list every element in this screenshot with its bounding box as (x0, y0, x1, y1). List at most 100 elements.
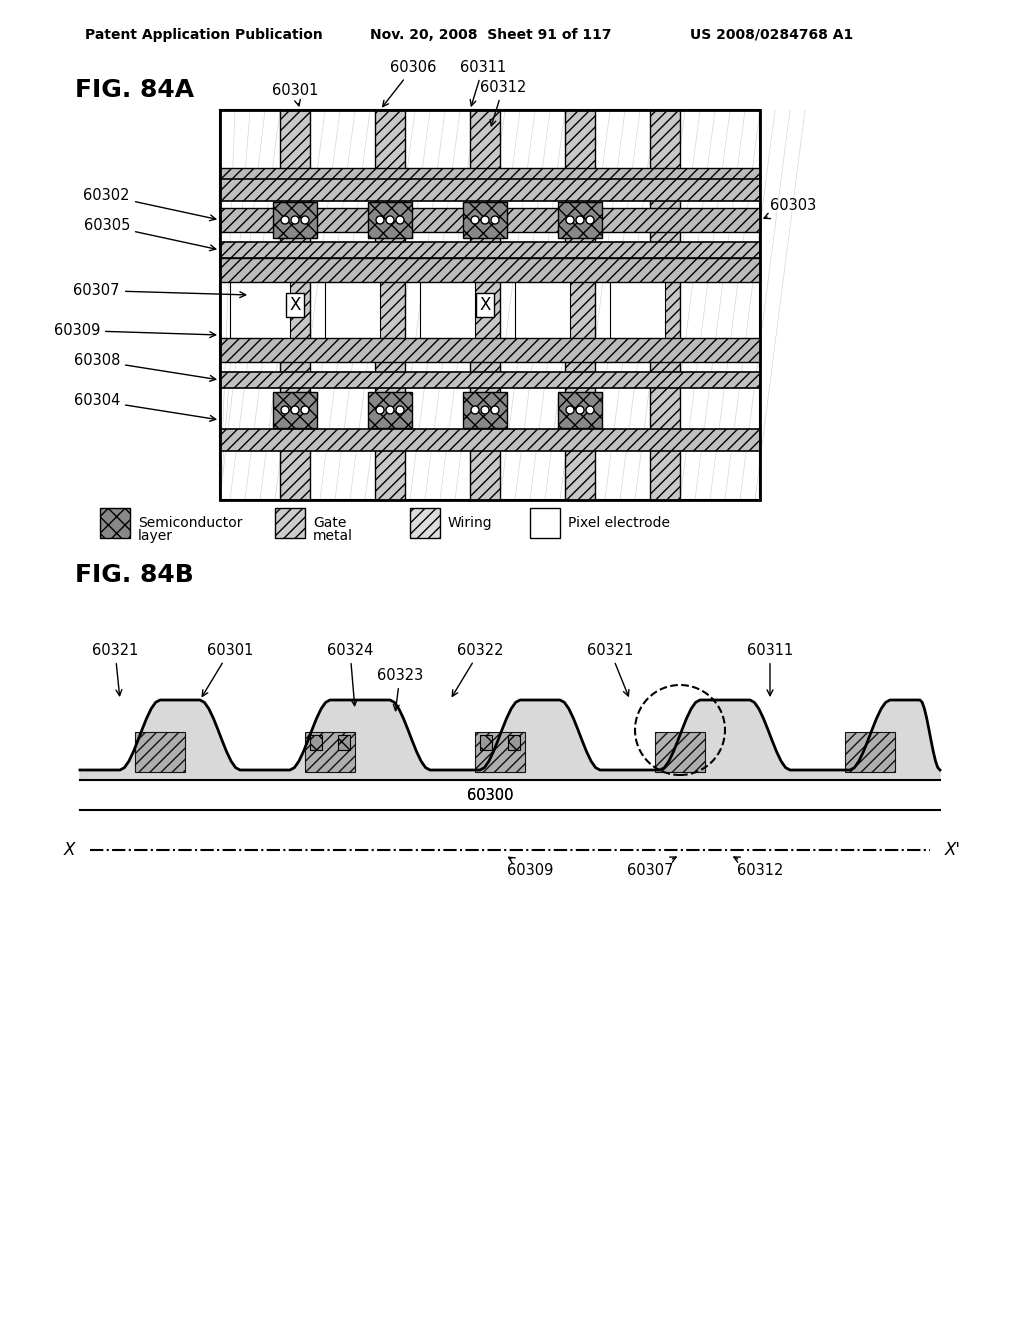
Text: X: X (479, 296, 490, 314)
Bar (558, 392, 602, 428)
Circle shape (481, 407, 489, 414)
Text: Patent Application Publication: Patent Application Publication (85, 28, 323, 42)
Bar (310, 735, 322, 750)
Bar (220, 110, 760, 500)
Circle shape (291, 407, 299, 414)
Bar (470, 110, 500, 500)
Circle shape (396, 216, 404, 224)
Text: FIG. 84B: FIG. 84B (75, 564, 194, 587)
Circle shape (490, 216, 499, 224)
Text: Nov. 20, 2008  Sheet 91 of 117: Nov. 20, 2008 Sheet 91 of 117 (370, 28, 611, 42)
Text: 60305: 60305 (84, 218, 216, 251)
Bar (325, 260, 380, 350)
Bar (368, 392, 412, 428)
Circle shape (301, 216, 309, 224)
Bar (463, 202, 507, 238)
Text: 60301: 60301 (271, 83, 318, 106)
Circle shape (376, 216, 384, 224)
Bar (305, 733, 355, 772)
Text: 60321: 60321 (587, 643, 633, 696)
Circle shape (586, 216, 594, 224)
Text: 60307: 60307 (74, 282, 246, 298)
Circle shape (471, 216, 479, 224)
Text: 60301: 60301 (203, 643, 253, 696)
Circle shape (471, 407, 479, 414)
Bar (273, 392, 317, 428)
Text: layer: layer (138, 529, 173, 543)
Text: 60312: 60312 (480, 81, 526, 125)
Text: 60306: 60306 (383, 59, 436, 107)
Circle shape (281, 407, 289, 414)
Circle shape (301, 407, 309, 414)
Bar (375, 110, 406, 500)
Circle shape (566, 407, 574, 414)
Text: X: X (63, 841, 75, 859)
Circle shape (575, 407, 584, 414)
Text: Wiring: Wiring (449, 516, 493, 531)
Bar (220, 180, 760, 201)
Text: 60303: 60303 (764, 198, 816, 219)
Text: Gate: Gate (313, 516, 346, 531)
Bar (508, 735, 520, 750)
Text: X': X' (945, 841, 961, 859)
Circle shape (291, 216, 299, 224)
Bar (220, 209, 760, 232)
Text: 60307: 60307 (627, 857, 676, 878)
Bar (420, 260, 475, 350)
Bar (845, 733, 895, 772)
Text: 60300: 60300 (467, 788, 513, 803)
Text: US 2008/0284768 A1: US 2008/0284768 A1 (690, 28, 853, 42)
Bar (220, 338, 760, 362)
Circle shape (566, 216, 574, 224)
Bar (655, 733, 705, 772)
Bar (230, 260, 290, 350)
Text: 60321: 60321 (92, 643, 138, 696)
Bar (220, 110, 760, 500)
Bar (220, 257, 760, 282)
Text: 60308: 60308 (74, 352, 216, 381)
Text: 60309: 60309 (507, 857, 553, 878)
Bar (280, 110, 310, 500)
Bar (273, 202, 317, 238)
Bar (135, 733, 185, 772)
Bar (338, 735, 350, 750)
Bar (558, 202, 602, 238)
Circle shape (481, 216, 489, 224)
Text: 60309: 60309 (53, 323, 216, 338)
Bar (220, 429, 760, 451)
Bar (610, 260, 665, 350)
Circle shape (575, 216, 584, 224)
Polygon shape (80, 700, 940, 780)
Circle shape (376, 407, 384, 414)
Bar (475, 733, 525, 772)
Text: 60312: 60312 (734, 857, 783, 878)
Circle shape (386, 216, 394, 224)
Circle shape (281, 216, 289, 224)
Text: 60322: 60322 (453, 643, 503, 696)
Bar (565, 110, 595, 500)
Text: 60311: 60311 (460, 59, 506, 106)
Text: 60300: 60300 (467, 788, 513, 803)
Text: 60323: 60323 (377, 668, 423, 710)
Text: 60302: 60302 (84, 187, 216, 220)
Bar (275, 508, 305, 539)
Bar (410, 508, 440, 539)
Text: metal: metal (313, 529, 353, 543)
Bar (220, 168, 760, 191)
Text: 60311: 60311 (746, 643, 794, 696)
Text: 60324: 60324 (327, 643, 373, 706)
Bar (650, 110, 680, 500)
Circle shape (490, 407, 499, 414)
Text: FIG. 84A: FIG. 84A (75, 78, 195, 102)
Bar (463, 392, 507, 428)
Text: Semiconductor: Semiconductor (138, 516, 243, 531)
Bar (515, 260, 570, 350)
Bar (368, 202, 412, 238)
Circle shape (386, 407, 394, 414)
Text: 60304: 60304 (74, 393, 216, 421)
Bar (220, 372, 760, 388)
Bar (220, 242, 760, 257)
Bar (480, 735, 492, 750)
Text: X: X (290, 296, 301, 314)
Bar (530, 508, 560, 539)
